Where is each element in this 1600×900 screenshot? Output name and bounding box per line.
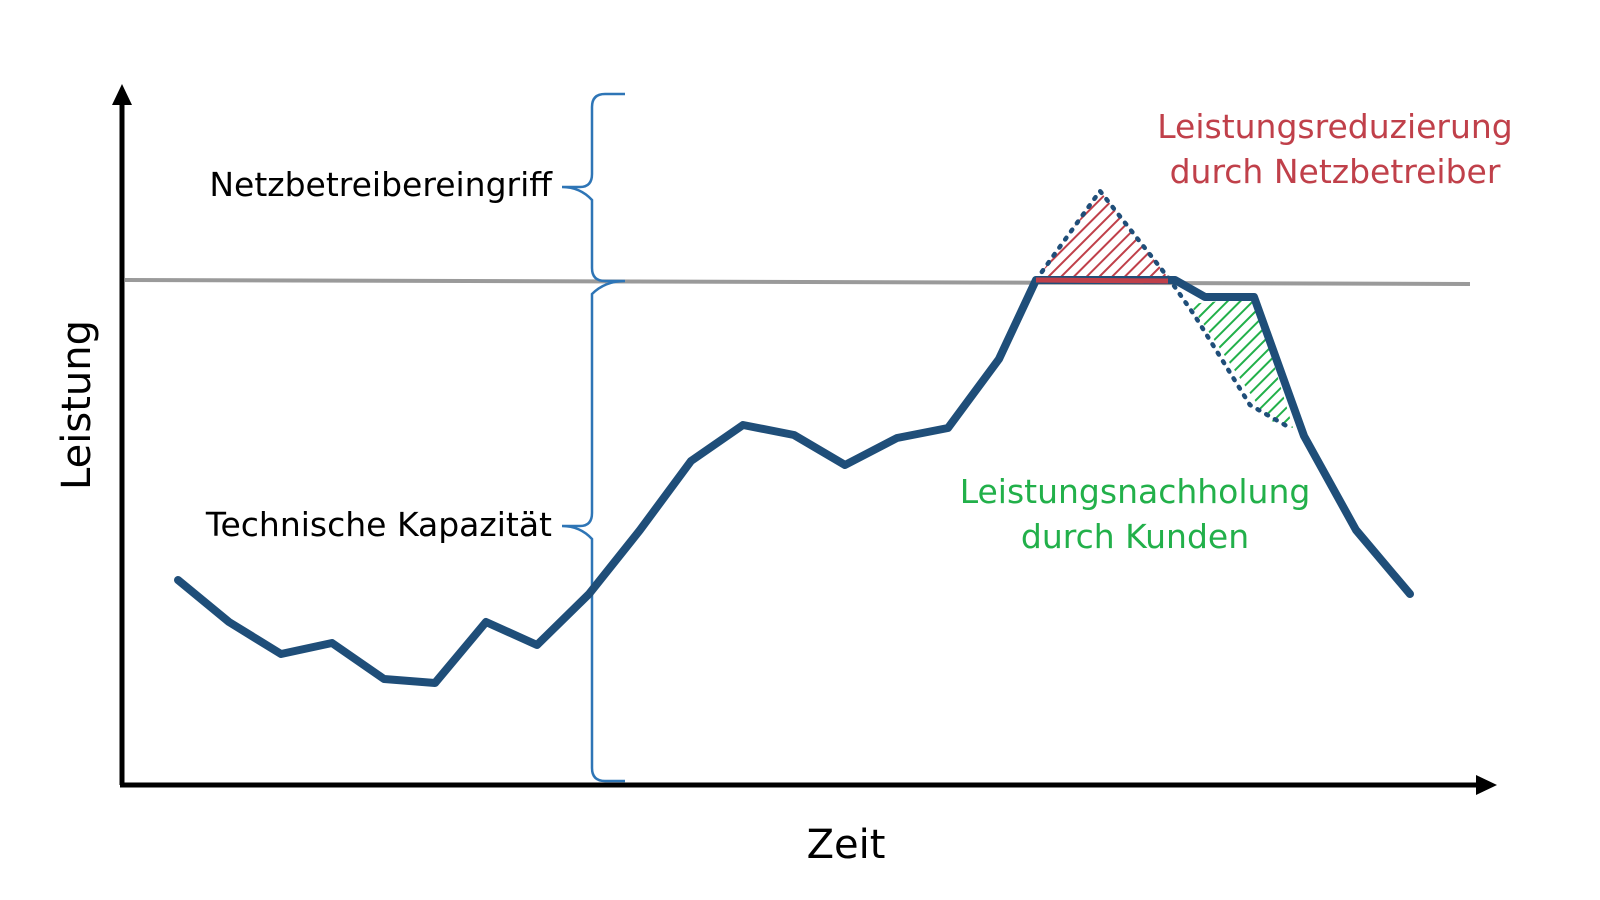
y-axis-arrowhead <box>112 84 132 105</box>
original-peak-dotted-line <box>1033 187 1295 432</box>
axes <box>112 84 1497 795</box>
capacity-line <box>124 278 1471 286</box>
brace-label-intervention: Netzbetreibereingriff <box>209 165 553 204</box>
x-axis-label: Zeit <box>807 822 886 868</box>
y-axis-label: Leistung <box>54 320 100 490</box>
capacity-brace <box>561 92 626 783</box>
reduction-annotation-line-1: Leistungsreduzierung <box>1157 107 1513 146</box>
load-curve <box>174 276 1414 687</box>
x-axis-arrowhead <box>1476 775 1497 795</box>
brace-label-technical-capacity: Technische Kapazität <box>205 505 552 544</box>
reduction-cap-segment <box>1035 277 1169 284</box>
catch-up-annotation-line-2: durch Kunden <box>1021 517 1249 556</box>
catch-up-hatch-area <box>1190 298 1293 428</box>
catch-up-annotation-line-1: Leistungsnachholung <box>960 472 1311 511</box>
reduction-hatch-area <box>1036 191 1170 280</box>
reduction-annotation-line-2: durch Netzbetreiber <box>1170 152 1501 191</box>
